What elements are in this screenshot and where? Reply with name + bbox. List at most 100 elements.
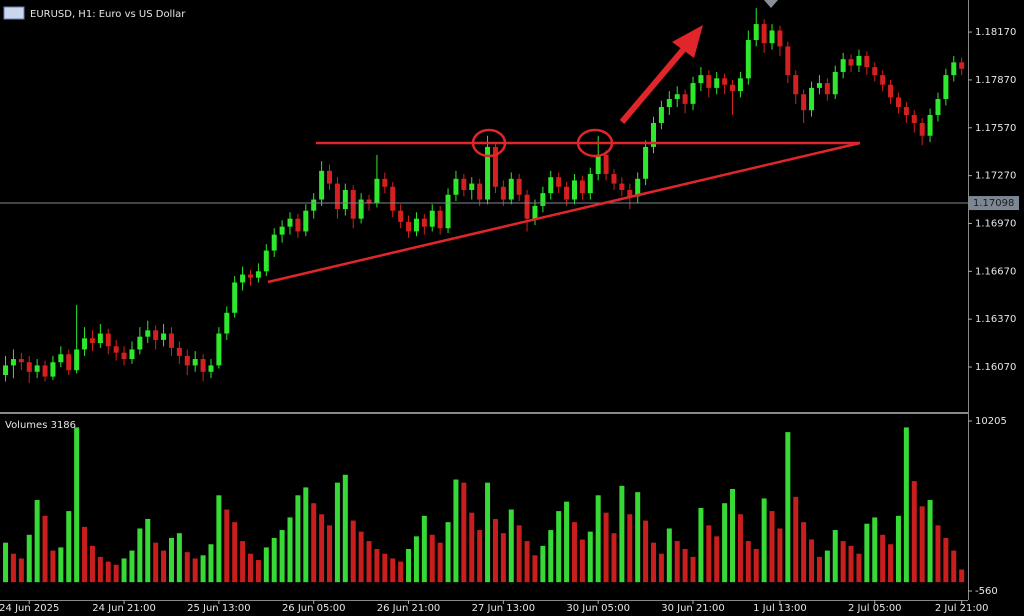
symbol-icon — [3, 6, 25, 20]
candle-body — [121, 352, 127, 360]
candle-body — [769, 30, 775, 44]
chart-title: EURUSD, H1: Euro vs US Dollar — [30, 9, 186, 20]
candle-body — [429, 210, 435, 227]
volume-bar — [824, 550, 830, 583]
candle-body — [437, 210, 443, 229]
volume-bar — [840, 541, 846, 583]
volume-bar — [650, 542, 656, 583]
volume-bar — [327, 525, 333, 583]
candle-body — [745, 40, 751, 79]
volume-bar — [809, 539, 815, 583]
volume-bar — [398, 561, 404, 583]
candle-body — [911, 115, 917, 123]
candle-body — [603, 154, 609, 175]
candle-body — [848, 59, 854, 66]
candle-body — [485, 146, 491, 200]
volume-bar — [722, 503, 728, 583]
volume-bar — [698, 507, 704, 583]
candle-body — [216, 333, 222, 366]
volume-bar — [342, 474, 348, 583]
x-tick-label: 30 Jun 05:00 — [566, 603, 630, 614]
volume-bar — [856, 553, 862, 583]
candle-body — [192, 359, 198, 366]
candle-body — [287, 218, 293, 227]
volume-bar — [564, 501, 570, 583]
volume-bar — [168, 537, 174, 583]
volume-bar — [34, 500, 40, 583]
volume-bar — [50, 550, 56, 583]
volume-bar — [421, 515, 427, 583]
candle-body — [240, 274, 246, 283]
volume-bar — [706, 525, 712, 583]
volume-bar — [224, 509, 230, 583]
candle-body — [295, 218, 301, 232]
volume-bar — [319, 514, 325, 583]
volume-bar — [153, 542, 159, 583]
marks — [0, 8, 968, 583]
volume-bar — [951, 550, 957, 583]
candle-body — [89, 338, 95, 344]
volume-bar — [777, 528, 783, 583]
volume-bar — [516, 525, 522, 583]
volume-bar — [3, 542, 9, 583]
volume-bar — [121, 558, 127, 583]
candle-body — [350, 189, 356, 219]
candle-body — [532, 205, 538, 219]
candle-body — [919, 122, 925, 136]
y-tick-label: 1.17870 — [975, 75, 1016, 86]
volume-bar — [390, 558, 396, 583]
candle-body — [571, 180, 577, 200]
candle-body — [832, 71, 838, 95]
last-price-label: 1.17098 — [973, 198, 1014, 209]
candle-body — [461, 178, 467, 190]
volume-bar — [769, 511, 775, 583]
candle-body — [58, 354, 64, 363]
candle-body — [548, 177, 554, 194]
candle-body — [730, 84, 736, 92]
volume-bar — [413, 536, 419, 583]
candle-body — [74, 349, 80, 371]
volume-bar — [66, 511, 72, 583]
candle-body — [556, 177, 562, 187]
candle-body — [864, 55, 870, 68]
volume-bar — [97, 556, 103, 583]
volume-bar — [761, 498, 767, 583]
volume-bar — [579, 539, 585, 583]
candle-body — [334, 183, 340, 210]
candle-body — [255, 271, 261, 278]
volume-bar — [492, 518, 498, 583]
volume-bar — [666, 528, 672, 583]
candle-body — [176, 347, 182, 356]
volume-bar — [311, 503, 317, 583]
candle-body — [477, 183, 483, 200]
volume-bar — [255, 560, 261, 583]
volume-bar — [935, 525, 941, 583]
candle-body — [698, 75, 704, 84]
candle-body — [184, 355, 190, 366]
volume-bar — [919, 506, 925, 583]
volume-bar — [753, 548, 759, 583]
candle-body — [105, 333, 111, 347]
candle-body — [666, 99, 672, 108]
candle-body — [208, 365, 214, 372]
candle-body — [816, 83, 822, 88]
candle-body — [492, 146, 498, 187]
volume-bar — [571, 522, 577, 583]
candle-body — [145, 330, 151, 337]
y-tick-label: 1.18170 — [975, 27, 1016, 38]
candle-body — [66, 354, 72, 371]
x-tick-label: 2 Jul 21:00 — [935, 603, 989, 614]
candle-body — [880, 75, 886, 85]
x-tick-label: 1 Jul 13:00 — [753, 603, 807, 614]
volume-bar — [532, 555, 538, 583]
y-tick-label: 1.16970 — [975, 218, 1016, 229]
candle-body — [161, 333, 167, 340]
candle-body — [18, 359, 24, 363]
y-tick-label: 1.16370 — [975, 314, 1016, 325]
candle-body — [247, 274, 253, 278]
candle-body — [153, 330, 159, 340]
candle-body — [413, 218, 419, 232]
volume-bar — [406, 548, 412, 583]
candle-body — [366, 199, 372, 203]
marker — [764, 0, 778, 8]
